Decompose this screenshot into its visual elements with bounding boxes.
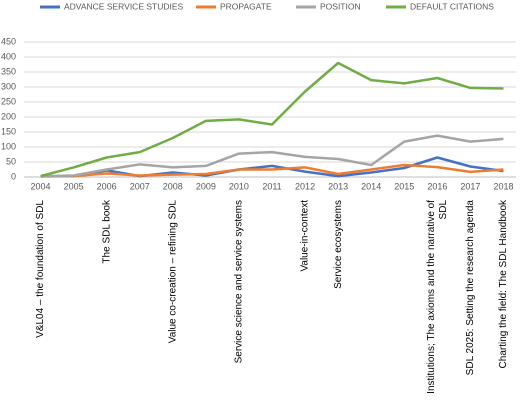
x-tick-label: 2004 <box>31 181 51 191</box>
y-tick-label: 200 <box>1 111 16 121</box>
series-line <box>40 61 504 178</box>
y-tick-label: 350 <box>1 66 16 76</box>
y-tick-label: 450 <box>1 36 16 46</box>
annotation: SDL 2025: Setting the research agenda <box>465 200 476 376</box>
annotation: Institutions; The axioms and the narrati… <box>426 200 437 394</box>
legend-text: POSITION <box>320 1 361 11</box>
x-tick-label: 2016 <box>427 181 447 191</box>
x-tick-label: 2009 <box>196 181 216 191</box>
x-tick-label: 2007 <box>130 181 150 191</box>
y-tick-label: 300 <box>1 81 16 91</box>
annotation: Value-in-context <box>300 200 311 272</box>
legend-text: DEFAULT CITATIONS <box>410 1 494 11</box>
annotation: Value co-creation – refining SDL <box>167 200 178 344</box>
x-tick-label: 2008 <box>163 181 183 191</box>
x-tick-label: 2018 <box>493 181 513 191</box>
annotation: Service ecosystems <box>333 200 344 289</box>
x-tick-label: 2015 <box>394 181 414 191</box>
y-tick-label: 50 <box>6 156 16 166</box>
annotation: Service science and service systems <box>234 200 245 363</box>
series-line <box>40 163 504 178</box>
annotation: The SDL book <box>101 199 112 264</box>
annotation: V&L04 – the foundation of SDL <box>35 200 46 338</box>
x-tick-label: 2005 <box>64 181 84 191</box>
y-tick-label: 150 <box>1 126 16 136</box>
legend-text: ADVANCE SERVICE STUDIES <box>64 1 184 11</box>
x-tick-label: 2011 <box>262 181 281 191</box>
y-tick-label: 400 <box>1 51 16 61</box>
series-line <box>40 156 504 178</box>
y-tick-label: 0 <box>11 171 16 181</box>
x-tick-label: 2013 <box>328 181 348 191</box>
legend-text: PROPAGATE <box>220 1 272 11</box>
x-tick-label: 2010 <box>229 181 249 191</box>
x-tick-label: 2006 <box>97 181 117 191</box>
x-tick-label: 2017 <box>460 181 480 191</box>
x-tick-label: 2014 <box>361 181 381 191</box>
x-tick-label: 2012 <box>295 181 315 191</box>
series-line <box>40 134 504 178</box>
y-tick-label: 100 <box>1 141 16 151</box>
annotation: SDL <box>438 200 449 220</box>
y-tick-label: 250 <box>1 96 16 106</box>
annotation: Charting the field: The SDL Handbook <box>498 199 509 368</box>
